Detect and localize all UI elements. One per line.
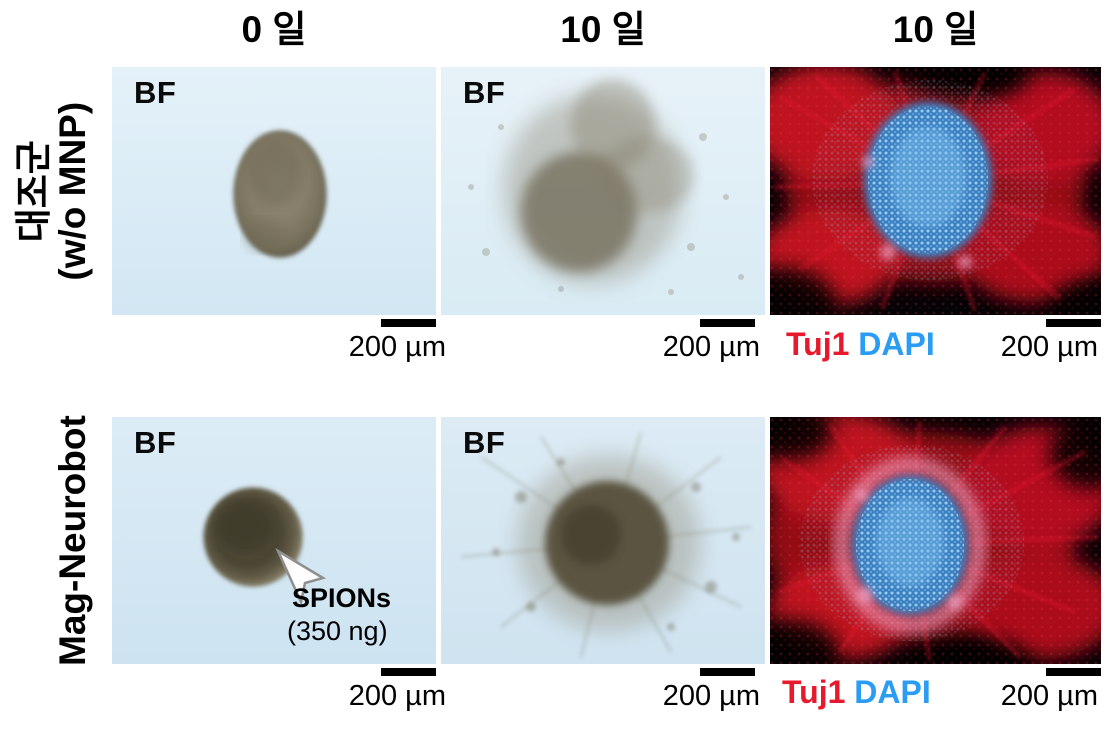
dapi-label: DAPI (854, 674, 931, 710)
column-header-day10-bf: 10 일 (560, 9, 646, 50)
panel-magneurobot-day10-fluorescence (770, 417, 1101, 664)
stain-legend: Tuj1 DAPI (782, 674, 931, 711)
scale-bar-label: 200 µm (1000, 680, 1098, 712)
panel-control-day0-brightfield: BF (112, 67, 436, 315)
spreading-spheroid-image (441, 417, 765, 664)
dapi-label: DAPI (858, 326, 935, 362)
scale-bar (381, 668, 436, 676)
brightfield-tag: BF (463, 425, 506, 460)
column-header-day10-if: 10 일 (892, 9, 979, 50)
scale-bar-label: 200 µm (1000, 331, 1098, 363)
column-header-day0: 0 일 (241, 9, 307, 50)
tuj1-label: Tuj1 (782, 674, 846, 710)
row-label-control-line2: (w/o MNP) (52, 101, 93, 281)
spions-annotation: SPIONs (292, 583, 392, 613)
row-label-magneurobot-line1: Mag-Neurobot (51, 415, 93, 666)
tuj1-dapi-image (770, 67, 1101, 315)
brightfield-tag: BF (134, 425, 177, 460)
migrating-neurosphere-image (441, 67, 765, 315)
spions-dose-annotation: (350 ng) (287, 616, 388, 646)
scale-bar (700, 668, 755, 676)
scale-bar-label: 200 µm (348, 680, 446, 712)
row-label-control: 대조군 (w/o MNP) (1, 67, 105, 315)
neurosphere-day0-image (112, 67, 436, 315)
brightfield-tag: BF (134, 75, 177, 110)
row-label-magneurobot: Mag-Neurobot (34, 415, 110, 666)
tuj1-dapi-image (770, 417, 1101, 664)
scale-bar (381, 319, 436, 327)
panel-control-day10-fluorescence (770, 67, 1101, 315)
scale-bar (700, 319, 755, 327)
scale-bar (1046, 668, 1101, 676)
spions-arrow-icon (275, 547, 327, 607)
panel-magneurobot-day0-brightfield: BF (112, 417, 436, 664)
tuj1-label: Tuj1 (786, 326, 850, 362)
panel-magneurobot-day10-brightfield: BF (441, 417, 765, 664)
stain-legend: Tuj1 DAPI (786, 326, 935, 363)
spion-neurosphere-image (112, 417, 436, 664)
row-label-control-line1: 대조군 (12, 139, 54, 243)
scale-bar-label: 200 µm (662, 331, 760, 363)
panel-control-day10-brightfield: BF (441, 67, 765, 315)
scale-bar (1046, 319, 1101, 327)
brightfield-tag: BF (463, 75, 506, 110)
scale-bar-label: 200 µm (348, 331, 446, 363)
scale-bar-label: 200 µm (662, 680, 760, 712)
